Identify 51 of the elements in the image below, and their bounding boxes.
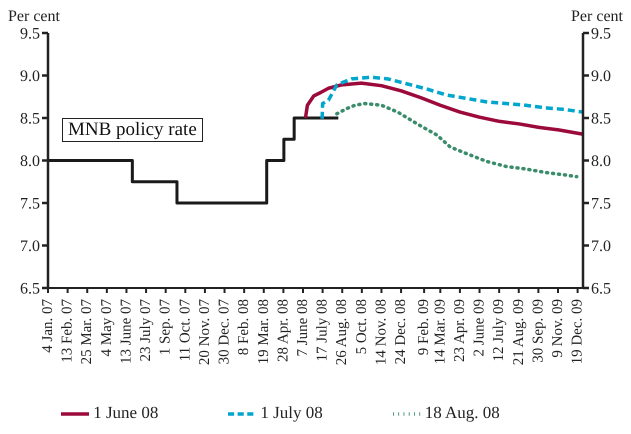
series-label: MNB policy rate bbox=[62, 118, 203, 142]
x-tick-label: 14 Mar. 09 bbox=[432, 299, 448, 364]
x-tick-label: 23 July 07 bbox=[138, 298, 154, 362]
y2-tick-label: 7.0 bbox=[591, 238, 611, 256]
x-tick-label: 21 Aug. 09 bbox=[510, 299, 527, 366]
y2-tick-label: 8.5 bbox=[591, 110, 611, 128]
x-tick-label: 9 Feb. 09 bbox=[416, 299, 432, 356]
x-tick-label: 4 Jan. 07 bbox=[40, 298, 56, 353]
line-series bbox=[320, 75, 583, 121]
x-tick-label: 9 Nov. 09 bbox=[550, 299, 566, 358]
x-tick-label: 5 Oct. 08 bbox=[354, 299, 370, 354]
x-tick-label: 20 Nov. 07 bbox=[196, 298, 213, 366]
y-tick-label: 9.0 bbox=[20, 68, 40, 86]
x-tick-label: 30 Dec. 07 bbox=[216, 298, 233, 364]
x-tick-label: 11 Oct. 07 bbox=[177, 298, 194, 362]
y-axis-title: Per cent bbox=[8, 8, 60, 26]
x-tick-label: 2 June 09 bbox=[472, 299, 488, 356]
x-tick-label: 30 Sep. 09 bbox=[530, 299, 546, 363]
x-tick-label: 19 Mar. 08 bbox=[256, 299, 272, 364]
legend-label: 1 July 08 bbox=[260, 402, 323, 422]
y2-axis-title: Per cent bbox=[571, 8, 623, 26]
x-tick-label: 23 Apr. 09 bbox=[452, 299, 468, 362]
legend-label: 1 June 08 bbox=[93, 402, 158, 422]
x-tick-label: 4 May 07 bbox=[98, 298, 115, 356]
x-tick-label: 8 Feb. 08 bbox=[236, 299, 252, 356]
x-tick-label: 17 July 08 bbox=[314, 299, 331, 362]
x-tick-label: 19 Dec. 09 bbox=[570, 299, 586, 364]
y2-tick-label: 8.0 bbox=[591, 153, 611, 170]
legend-label: 18 Aug. 08 bbox=[424, 402, 500, 422]
x-tick-label: 1 Sep. 07 bbox=[158, 298, 174, 356]
y-tick-label: 7.5 bbox=[20, 196, 40, 213]
line-series bbox=[335, 102, 578, 178]
line-series bbox=[304, 81, 583, 136]
x-tick-label: 13 Feb. 07 bbox=[60, 298, 76, 363]
y-tick-label: 9.5 bbox=[20, 26, 40, 43]
x-tick-label: 26 Aug. 08 bbox=[334, 299, 350, 366]
x-tick-label: 13 June 07 bbox=[118, 298, 134, 364]
y-tick-label: 8.5 bbox=[20, 110, 40, 128]
x-tick-label: 12 July 09 bbox=[491, 299, 508, 362]
x-tick-label: 24 Dec. 08 bbox=[393, 299, 410, 364]
y2-tick-label: 9.5 bbox=[591, 26, 611, 43]
y2-tick-label: 7.5 bbox=[591, 196, 611, 213]
y2-tick-label: 6.5 bbox=[591, 280, 611, 298]
y-tick-label: 7.0 bbox=[20, 238, 40, 256]
x-tick-label: 25 Mar. 07 bbox=[79, 298, 96, 364]
x-tick-label: 28 Apr. 08 bbox=[275, 299, 292, 362]
y-tick-label: 8.0 bbox=[20, 153, 40, 170]
x-tick-label: 7 June 08 bbox=[294, 299, 311, 356]
x-tick-label: 14 Nov. 08 bbox=[373, 299, 390, 366]
y-tick-label: 6.5 bbox=[20, 280, 40, 298]
y2-tick-label: 9.0 bbox=[591, 68, 611, 86]
